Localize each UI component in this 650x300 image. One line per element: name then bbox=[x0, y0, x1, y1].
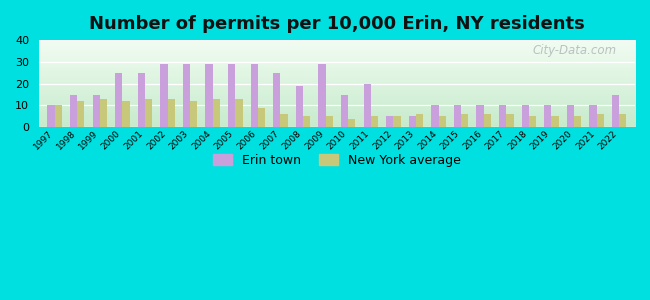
Bar bbox=[273, 73, 280, 127]
Bar bbox=[168, 99, 175, 127]
Bar bbox=[506, 114, 514, 127]
Legend: Erin town, New York average: Erin town, New York average bbox=[208, 148, 466, 172]
Bar bbox=[296, 86, 303, 127]
Text: City-Data.com: City-Data.com bbox=[533, 44, 617, 58]
Bar bbox=[115, 73, 122, 127]
Bar bbox=[499, 106, 506, 127]
Bar bbox=[409, 116, 416, 127]
Bar bbox=[55, 106, 62, 127]
Bar bbox=[190, 101, 198, 127]
Bar bbox=[416, 114, 423, 127]
Bar bbox=[161, 64, 168, 127]
Bar bbox=[393, 116, 400, 127]
Bar bbox=[454, 106, 461, 127]
Bar bbox=[432, 106, 439, 127]
Bar bbox=[77, 101, 84, 127]
Bar bbox=[597, 114, 604, 127]
Bar bbox=[138, 73, 145, 127]
Bar bbox=[348, 118, 356, 127]
Bar bbox=[213, 99, 220, 127]
Bar bbox=[47, 106, 55, 127]
Bar bbox=[145, 99, 152, 127]
Bar bbox=[551, 116, 558, 127]
Bar bbox=[228, 64, 235, 127]
Bar bbox=[619, 114, 627, 127]
Bar bbox=[590, 106, 597, 127]
Bar bbox=[341, 94, 348, 127]
Bar bbox=[326, 116, 333, 127]
Bar bbox=[122, 101, 129, 127]
Bar bbox=[100, 99, 107, 127]
Title: Number of permits per 10,000 Erin, NY residents: Number of permits per 10,000 Erin, NY re… bbox=[89, 15, 585, 33]
Bar bbox=[235, 99, 242, 127]
Bar bbox=[484, 114, 491, 127]
Bar bbox=[258, 108, 265, 127]
Bar bbox=[70, 94, 77, 127]
Bar bbox=[522, 106, 529, 127]
Bar bbox=[363, 84, 370, 127]
Bar bbox=[476, 106, 484, 127]
Bar bbox=[529, 116, 536, 127]
Bar bbox=[612, 94, 619, 127]
Bar bbox=[251, 64, 258, 127]
Bar bbox=[205, 64, 213, 127]
Bar bbox=[318, 64, 326, 127]
Bar bbox=[303, 116, 310, 127]
Bar bbox=[92, 94, 100, 127]
Bar bbox=[386, 116, 393, 127]
Bar bbox=[280, 114, 288, 127]
Bar bbox=[544, 106, 551, 127]
Bar bbox=[370, 116, 378, 127]
Bar bbox=[183, 64, 190, 127]
Bar bbox=[574, 116, 581, 127]
Bar bbox=[461, 114, 469, 127]
Bar bbox=[567, 106, 574, 127]
Bar bbox=[439, 116, 446, 127]
